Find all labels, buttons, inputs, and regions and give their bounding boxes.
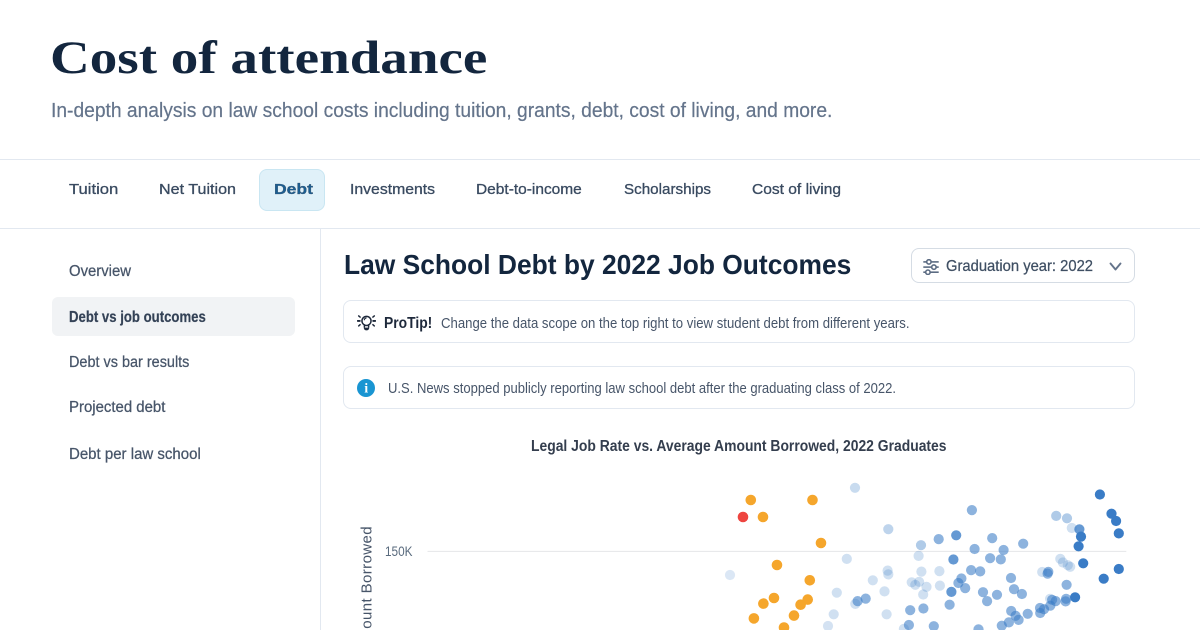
svg-text:i: i xyxy=(364,380,368,395)
